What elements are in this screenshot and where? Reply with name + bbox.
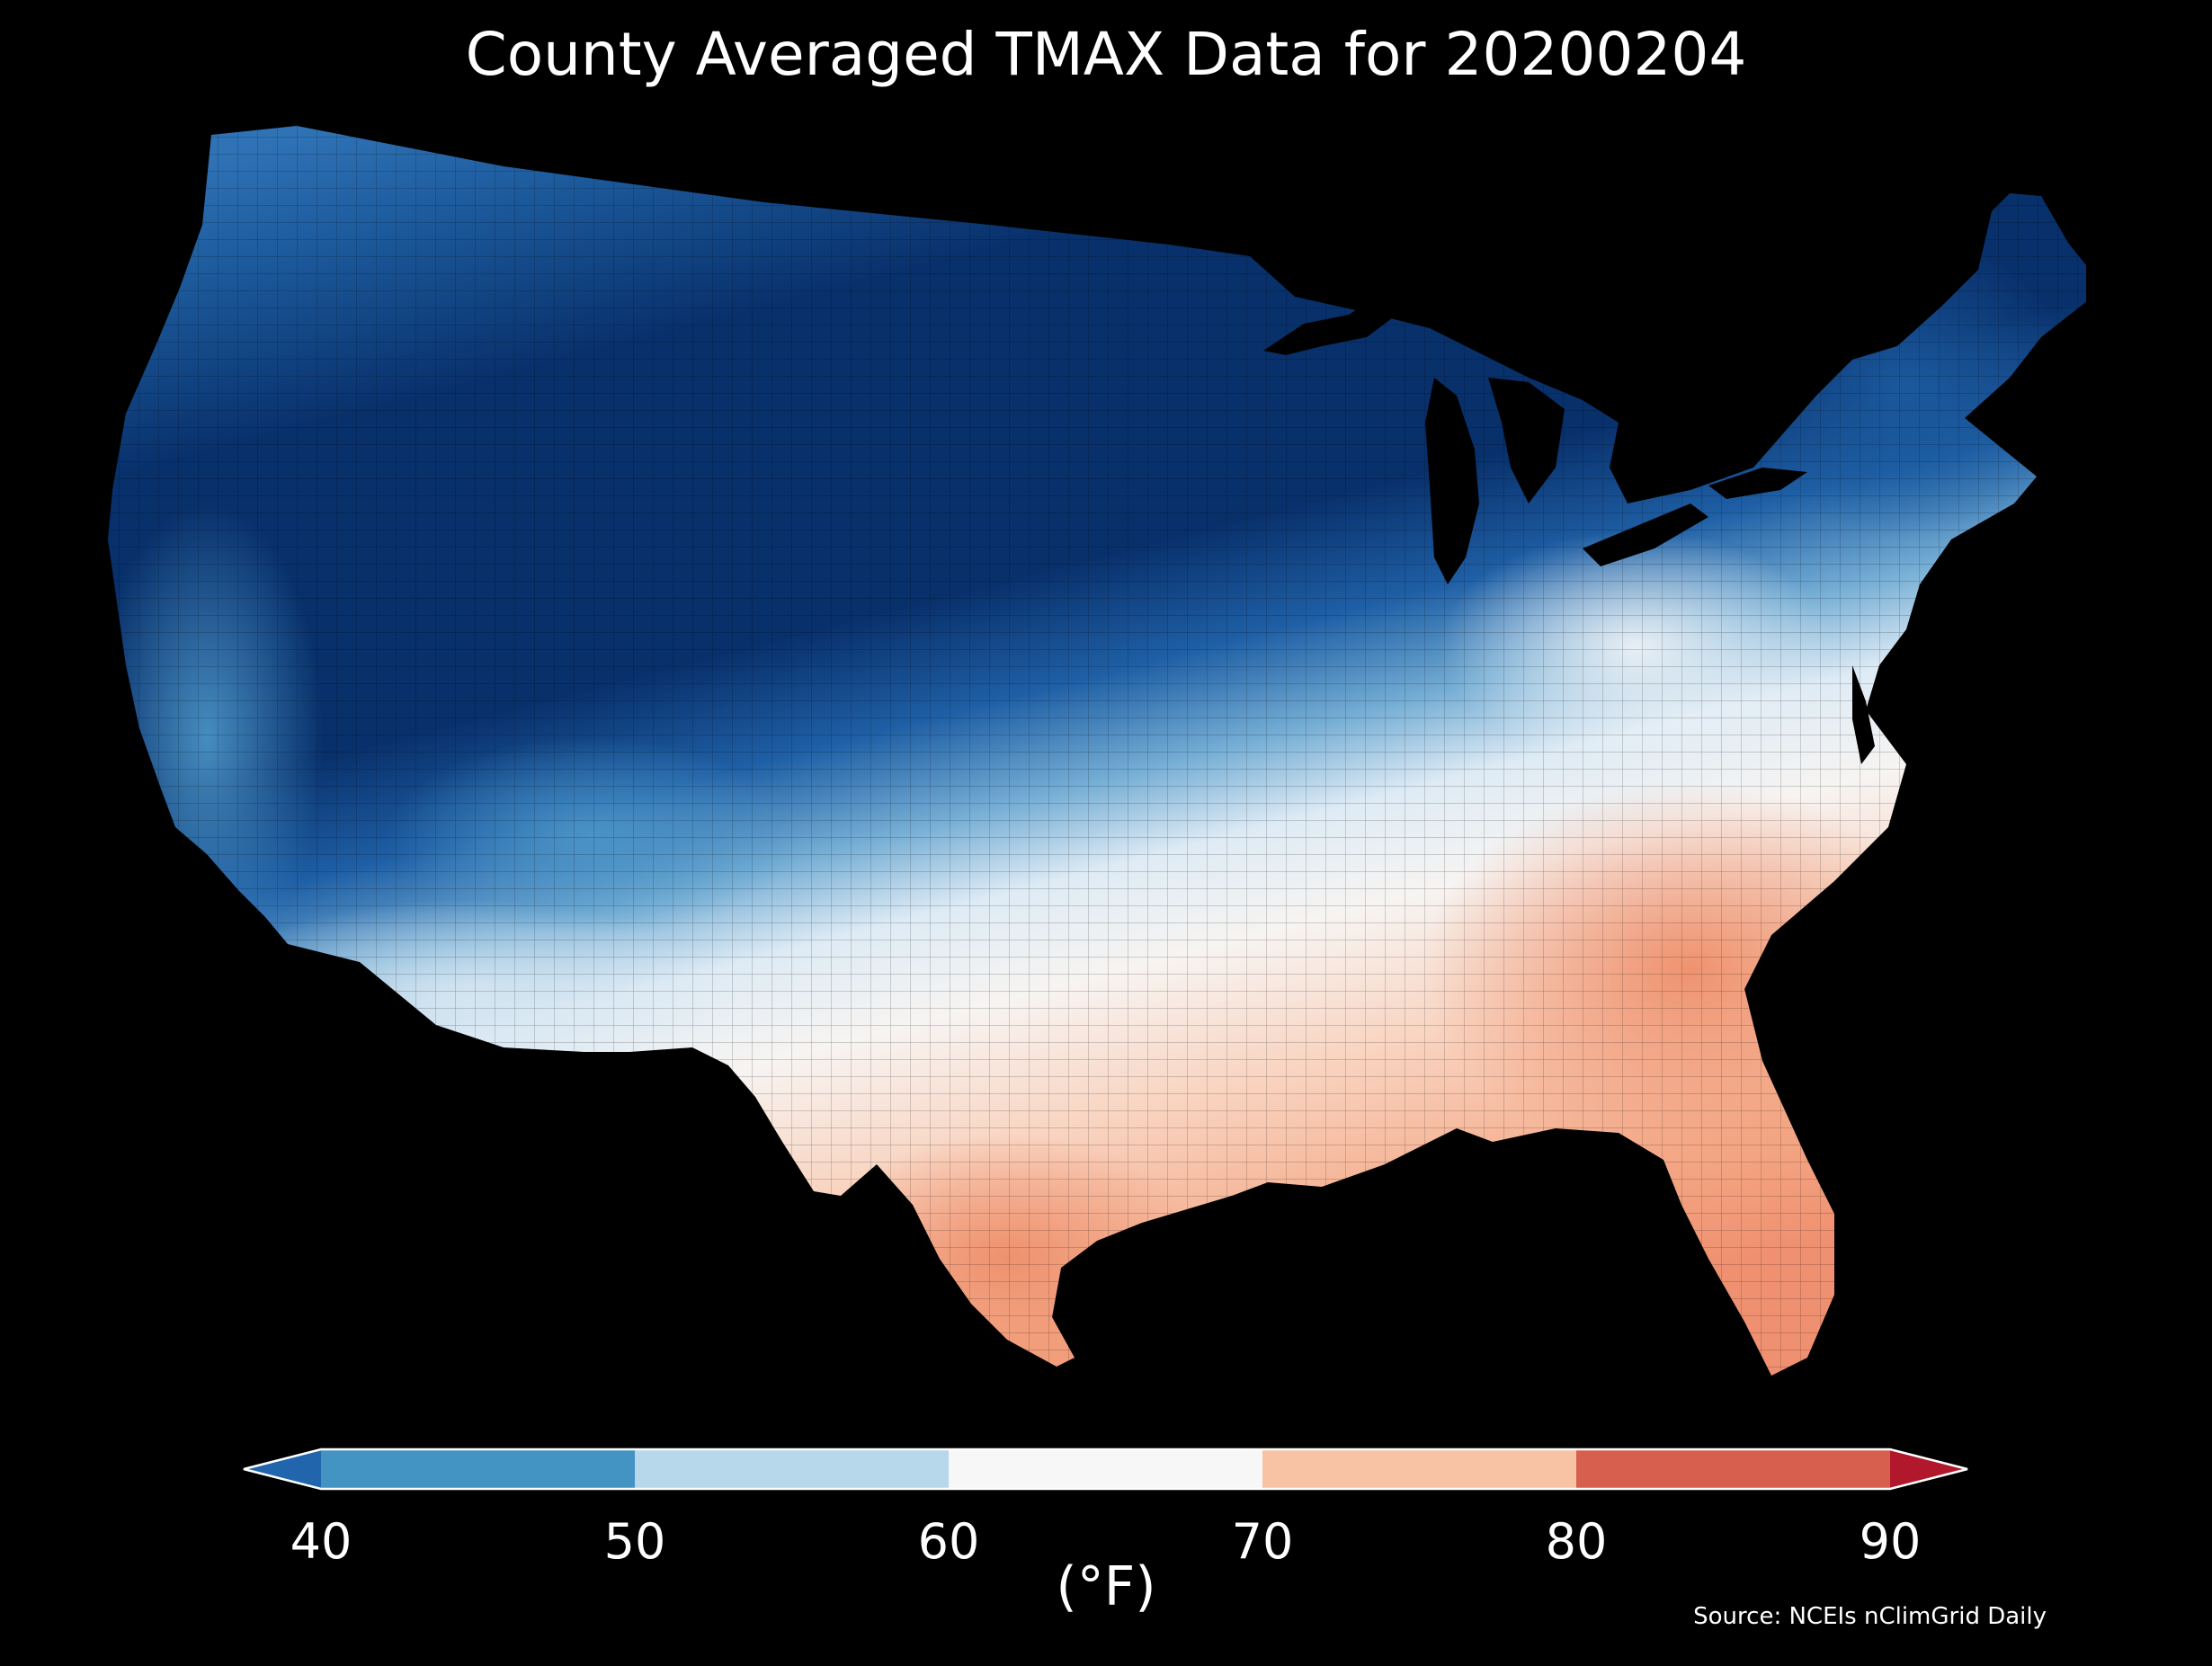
colorbar-tick-70: 70 <box>1232 1513 1294 1570</box>
us-county-tmax-map <box>108 126 2086 1376</box>
map-title: County Averaged TMAX Data for 20200204 <box>465 20 1747 89</box>
colorbar-tick-90: 90 <box>1860 1513 1922 1570</box>
colorbar-bin-60-70 <box>949 1449 1262 1489</box>
colorbar-bins <box>243 1448 1968 1491</box>
lake-huron <box>1488 378 1565 503</box>
colorbar-extend-high <box>1890 1449 1967 1489</box>
colorbar-unit-label: (°F) <box>1056 1555 1156 1618</box>
colorbar-tick-50: 50 <box>604 1513 666 1570</box>
colorbar-tick-40: 40 <box>290 1513 352 1570</box>
lake-superior <box>1263 297 1403 355</box>
colorbar-extend-low <box>244 1449 321 1489</box>
colorbar-tick-80: 80 <box>1546 1513 1608 1570</box>
colorbar-outline <box>243 1448 1968 1491</box>
colorbar-tick-60: 60 <box>918 1513 980 1570</box>
lake-ontario <box>1708 468 1807 499</box>
colorbar-bin-50-60 <box>635 1449 949 1489</box>
colorbar-ticks: 40 50 60 70 80 90 <box>290 1513 1922 1570</box>
colorbar-bin-40-50 <box>321 1449 635 1489</box>
source-credit: Source: NCEIs nClimGrid Daily <box>1693 1603 2047 1630</box>
chesapeake-bay <box>1852 665 1875 764</box>
colorbar-bin-70-80 <box>1262 1449 1576 1489</box>
lake-michigan <box>1425 378 1479 584</box>
colorbar-bin-80-90 <box>1576 1449 1890 1489</box>
great-lakes <box>1263 297 1875 764</box>
lake-erie <box>1583 503 1708 566</box>
